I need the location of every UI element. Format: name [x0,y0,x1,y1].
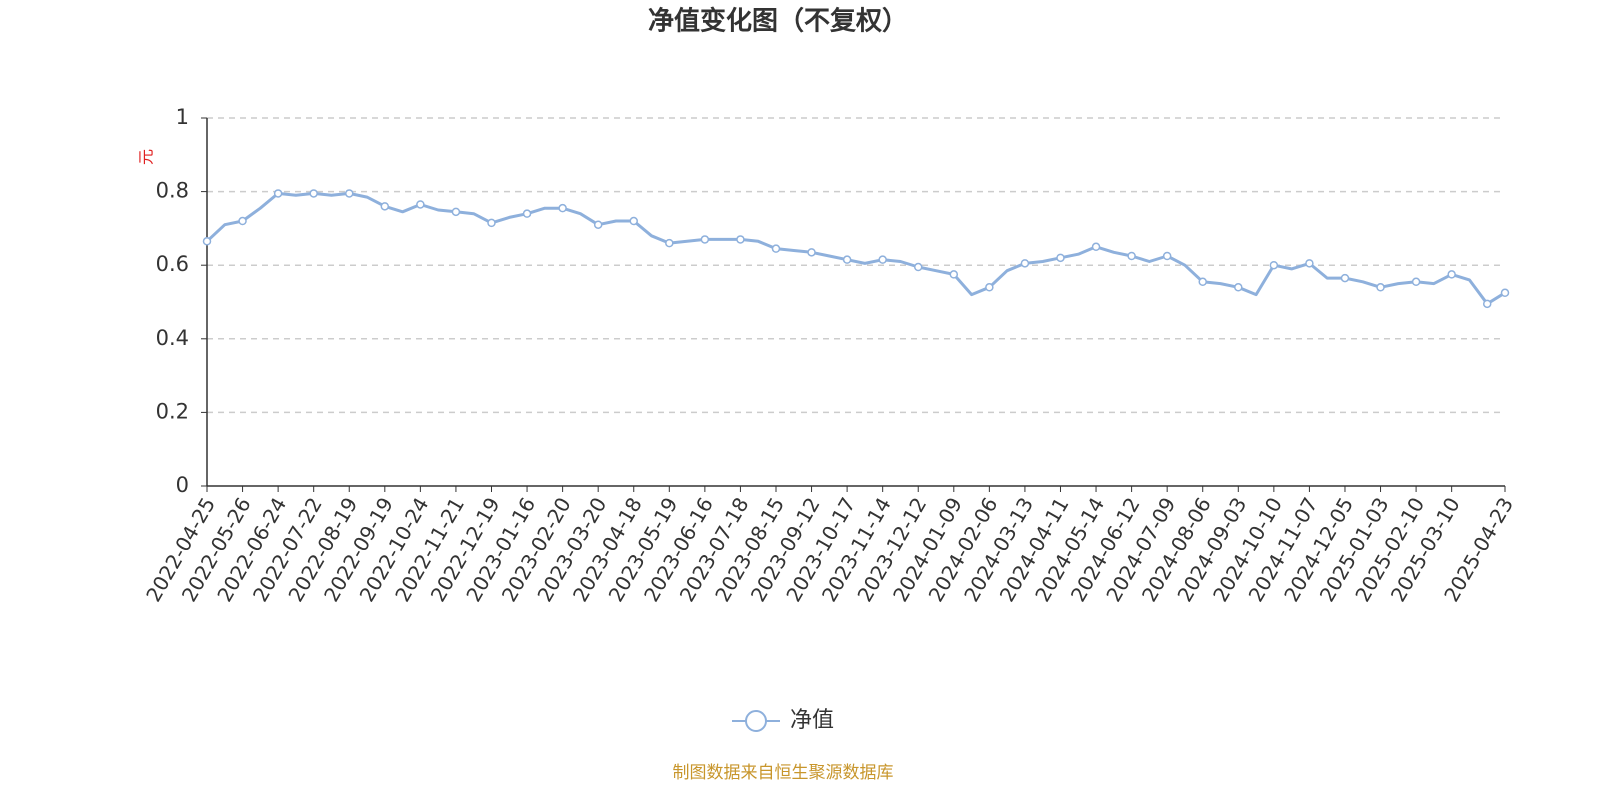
source-note: 制图数据来自恒生聚源数据库 [673,763,894,783]
point-marker [629,216,638,226]
point-marker [842,255,852,264]
point-marker [878,255,887,264]
point-marker [273,189,283,198]
point-marker [522,209,532,218]
point-marker [1269,260,1279,270]
point-marker [593,220,603,229]
point-marker [558,203,567,213]
point-marker [771,244,781,253]
point-marker [1198,277,1207,287]
point-marker [1127,251,1136,261]
y-tick-label: 0.2 [156,399,189,423]
y-tick-label: 0.4 [156,326,189,350]
point-marker [1500,288,1510,298]
point-marker [1340,273,1350,283]
point-marker [1091,242,1101,252]
y-tick-label: 0.8 [156,179,189,203]
point-marker [416,200,425,209]
point-marker [238,216,247,226]
point-marker [1020,259,1030,268]
point-marker [1376,283,1385,292]
point-marker [1411,277,1421,287]
point-marker [1162,251,1172,261]
point-marker [665,238,674,248]
point-marker [1482,299,1492,309]
point-marker [700,235,710,244]
point-marker [736,235,745,244]
point-marker [202,237,212,246]
point-marker [344,189,354,198]
series-line [205,191,1506,306]
point-marker [451,207,461,217]
y-tick-label: 0 [176,473,189,497]
point-marker [949,270,959,279]
point-marker [1234,283,1243,292]
point-marker [807,248,816,257]
point-marker [913,262,923,272]
point-marker [380,202,390,211]
y-tick-label: 1 [176,105,189,129]
y-tick-label: 0.6 [156,252,189,276]
point-marker [487,218,496,228]
point-marker [309,189,318,198]
legend-label: 净值 [790,708,834,733]
chart-title: 净值变化图（不复权） [648,6,908,37]
legend-marker [745,710,767,732]
point-marker [1447,270,1456,279]
point-marker [1305,259,1314,268]
y-axis-label: 元 [137,149,156,165]
point-marker [985,283,994,292]
point-marker [1056,253,1065,263]
